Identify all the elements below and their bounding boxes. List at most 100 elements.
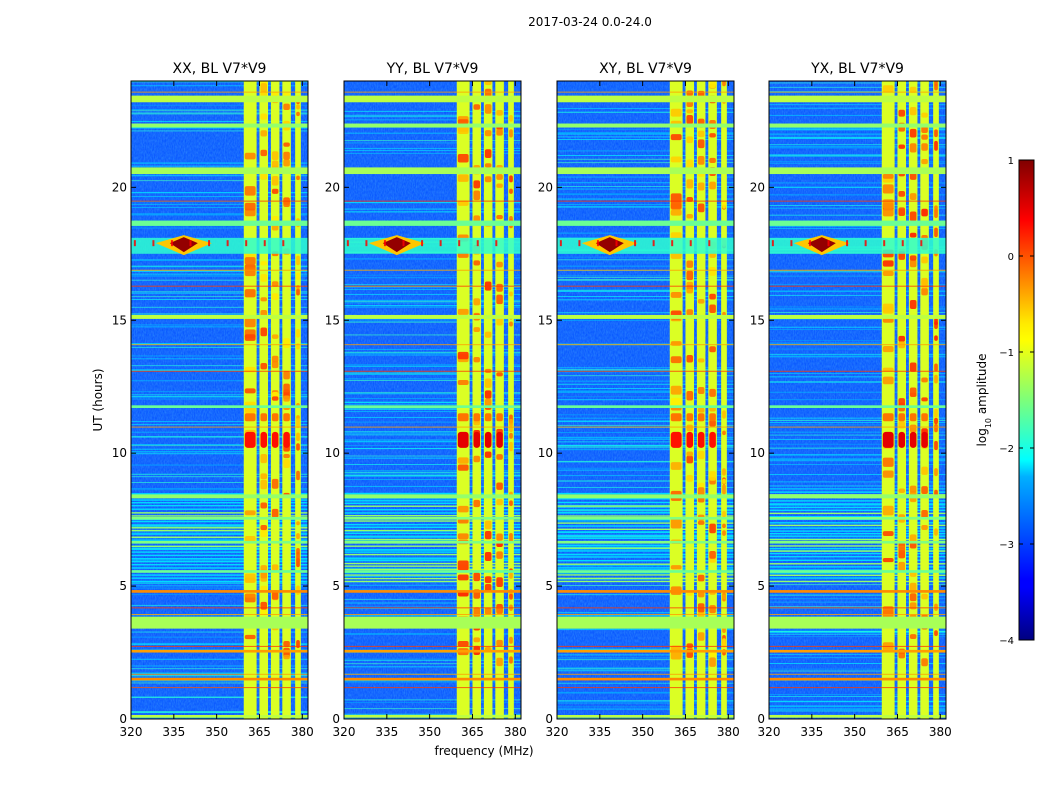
time-stripe <box>131 548 308 549</box>
rfi-blob <box>697 358 705 363</box>
rfi-blob <box>496 129 503 136</box>
time-stripe <box>131 499 308 501</box>
rfi-burst <box>260 431 268 448</box>
time-stripe <box>131 548 308 551</box>
time-stripe <box>769 291 946 293</box>
transient-spike <box>282 240 285 247</box>
time-stripe <box>344 208 521 210</box>
time-stripe <box>131 343 308 345</box>
time-stripe <box>557 510 734 512</box>
rfi-blob <box>686 391 694 401</box>
rfi-blob <box>722 468 726 476</box>
rfi-blob <box>898 335 906 342</box>
transient-spike <box>559 240 562 247</box>
rfi-channel <box>721 81 727 719</box>
time-stripe <box>557 708 734 710</box>
time-stripe <box>769 355 946 357</box>
time-stripe <box>131 370 308 372</box>
time-stripe <box>557 136 734 138</box>
time-stripe <box>557 580 734 583</box>
time-stripe <box>344 708 521 710</box>
rfi-blob <box>457 505 469 513</box>
rfi-burst <box>882 431 894 448</box>
time-stripe <box>557 421 734 423</box>
rfi-blob <box>921 112 928 118</box>
time-stripe <box>344 147 521 149</box>
rfi-blob <box>296 272 300 281</box>
horizontal-band <box>557 649 734 653</box>
rfi-blob <box>473 190 481 201</box>
rfi-line <box>131 370 308 372</box>
time-stripe <box>557 682 734 684</box>
time-stripe <box>557 432 734 433</box>
rfi-blob <box>898 208 906 216</box>
rfi-blob <box>260 149 268 157</box>
time-stripe <box>769 447 946 449</box>
time-stripe <box>557 265 734 267</box>
time-stripe <box>131 162 308 164</box>
time-stripe <box>769 700 946 702</box>
time-stripe <box>769 668 946 670</box>
rfi-blob <box>457 351 469 360</box>
time-stripe <box>131 192 308 194</box>
time-stripe <box>557 188 734 190</box>
rfi-blob <box>934 440 938 451</box>
rfi-burst <box>921 431 928 448</box>
time-stripe <box>344 532 521 535</box>
transient-spike <box>346 240 349 247</box>
time-stripe <box>769 147 946 149</box>
time-stripe <box>557 445 734 447</box>
rfi-blob <box>670 193 682 203</box>
time-stripe <box>557 392 734 394</box>
rfi-blob <box>921 377 928 383</box>
transient-spike <box>578 240 581 247</box>
rfi-blob <box>484 390 492 399</box>
colorbar: 1 0 −1 −2 −3 −4 log10 amplitude <box>975 156 1035 647</box>
time-stripe <box>131 473 308 475</box>
time-stripe <box>557 531 734 534</box>
time-stripe <box>344 411 521 413</box>
time-stripe <box>769 594 946 596</box>
time-stripe <box>557 343 734 345</box>
time-stripe <box>769 136 946 138</box>
time-stripe <box>769 187 946 188</box>
time-stripe <box>557 275 734 277</box>
time-stripe <box>131 391 308 393</box>
rfi-blob <box>670 292 682 298</box>
transient-spike <box>133 240 136 247</box>
time-stripe <box>344 538 521 541</box>
time-stripe <box>769 573 946 575</box>
rfi-blob <box>722 530 726 536</box>
time-stripe <box>344 354 521 356</box>
rfi-blob <box>697 182 705 191</box>
time-stripe <box>131 547 308 549</box>
time-stripe <box>557 289 734 291</box>
horizontal-band <box>769 405 946 408</box>
time-stripe <box>557 460 734 462</box>
rfi-blob <box>909 634 917 640</box>
rfi-blob <box>686 136 694 144</box>
rfi-line <box>557 200 734 202</box>
colorbar-label: log10 amplitude <box>975 354 993 447</box>
time-stripe <box>557 572 734 574</box>
time-stripe <box>344 568 521 571</box>
rfi-blob <box>882 505 894 516</box>
time-stripe <box>769 584 946 586</box>
rfi-blob <box>709 266 716 276</box>
horizontal-band <box>131 590 308 593</box>
time-stripe <box>557 371 734 373</box>
time-stripe <box>769 443 946 445</box>
time-stripe <box>344 659 521 661</box>
rfi-blob <box>457 533 469 540</box>
rfi-blob <box>296 288 300 296</box>
time-stripe <box>131 504 308 507</box>
rfi-blob <box>709 157 716 163</box>
rfi-blob <box>882 606 894 615</box>
horizontal-band <box>344 677 521 681</box>
time-stripe <box>557 279 734 281</box>
rfi-burst <box>283 413 290 422</box>
rfi-blob <box>709 419 716 427</box>
transient-band <box>769 237 946 254</box>
horizontal-band <box>131 494 308 499</box>
time-stripe <box>769 154 946 156</box>
